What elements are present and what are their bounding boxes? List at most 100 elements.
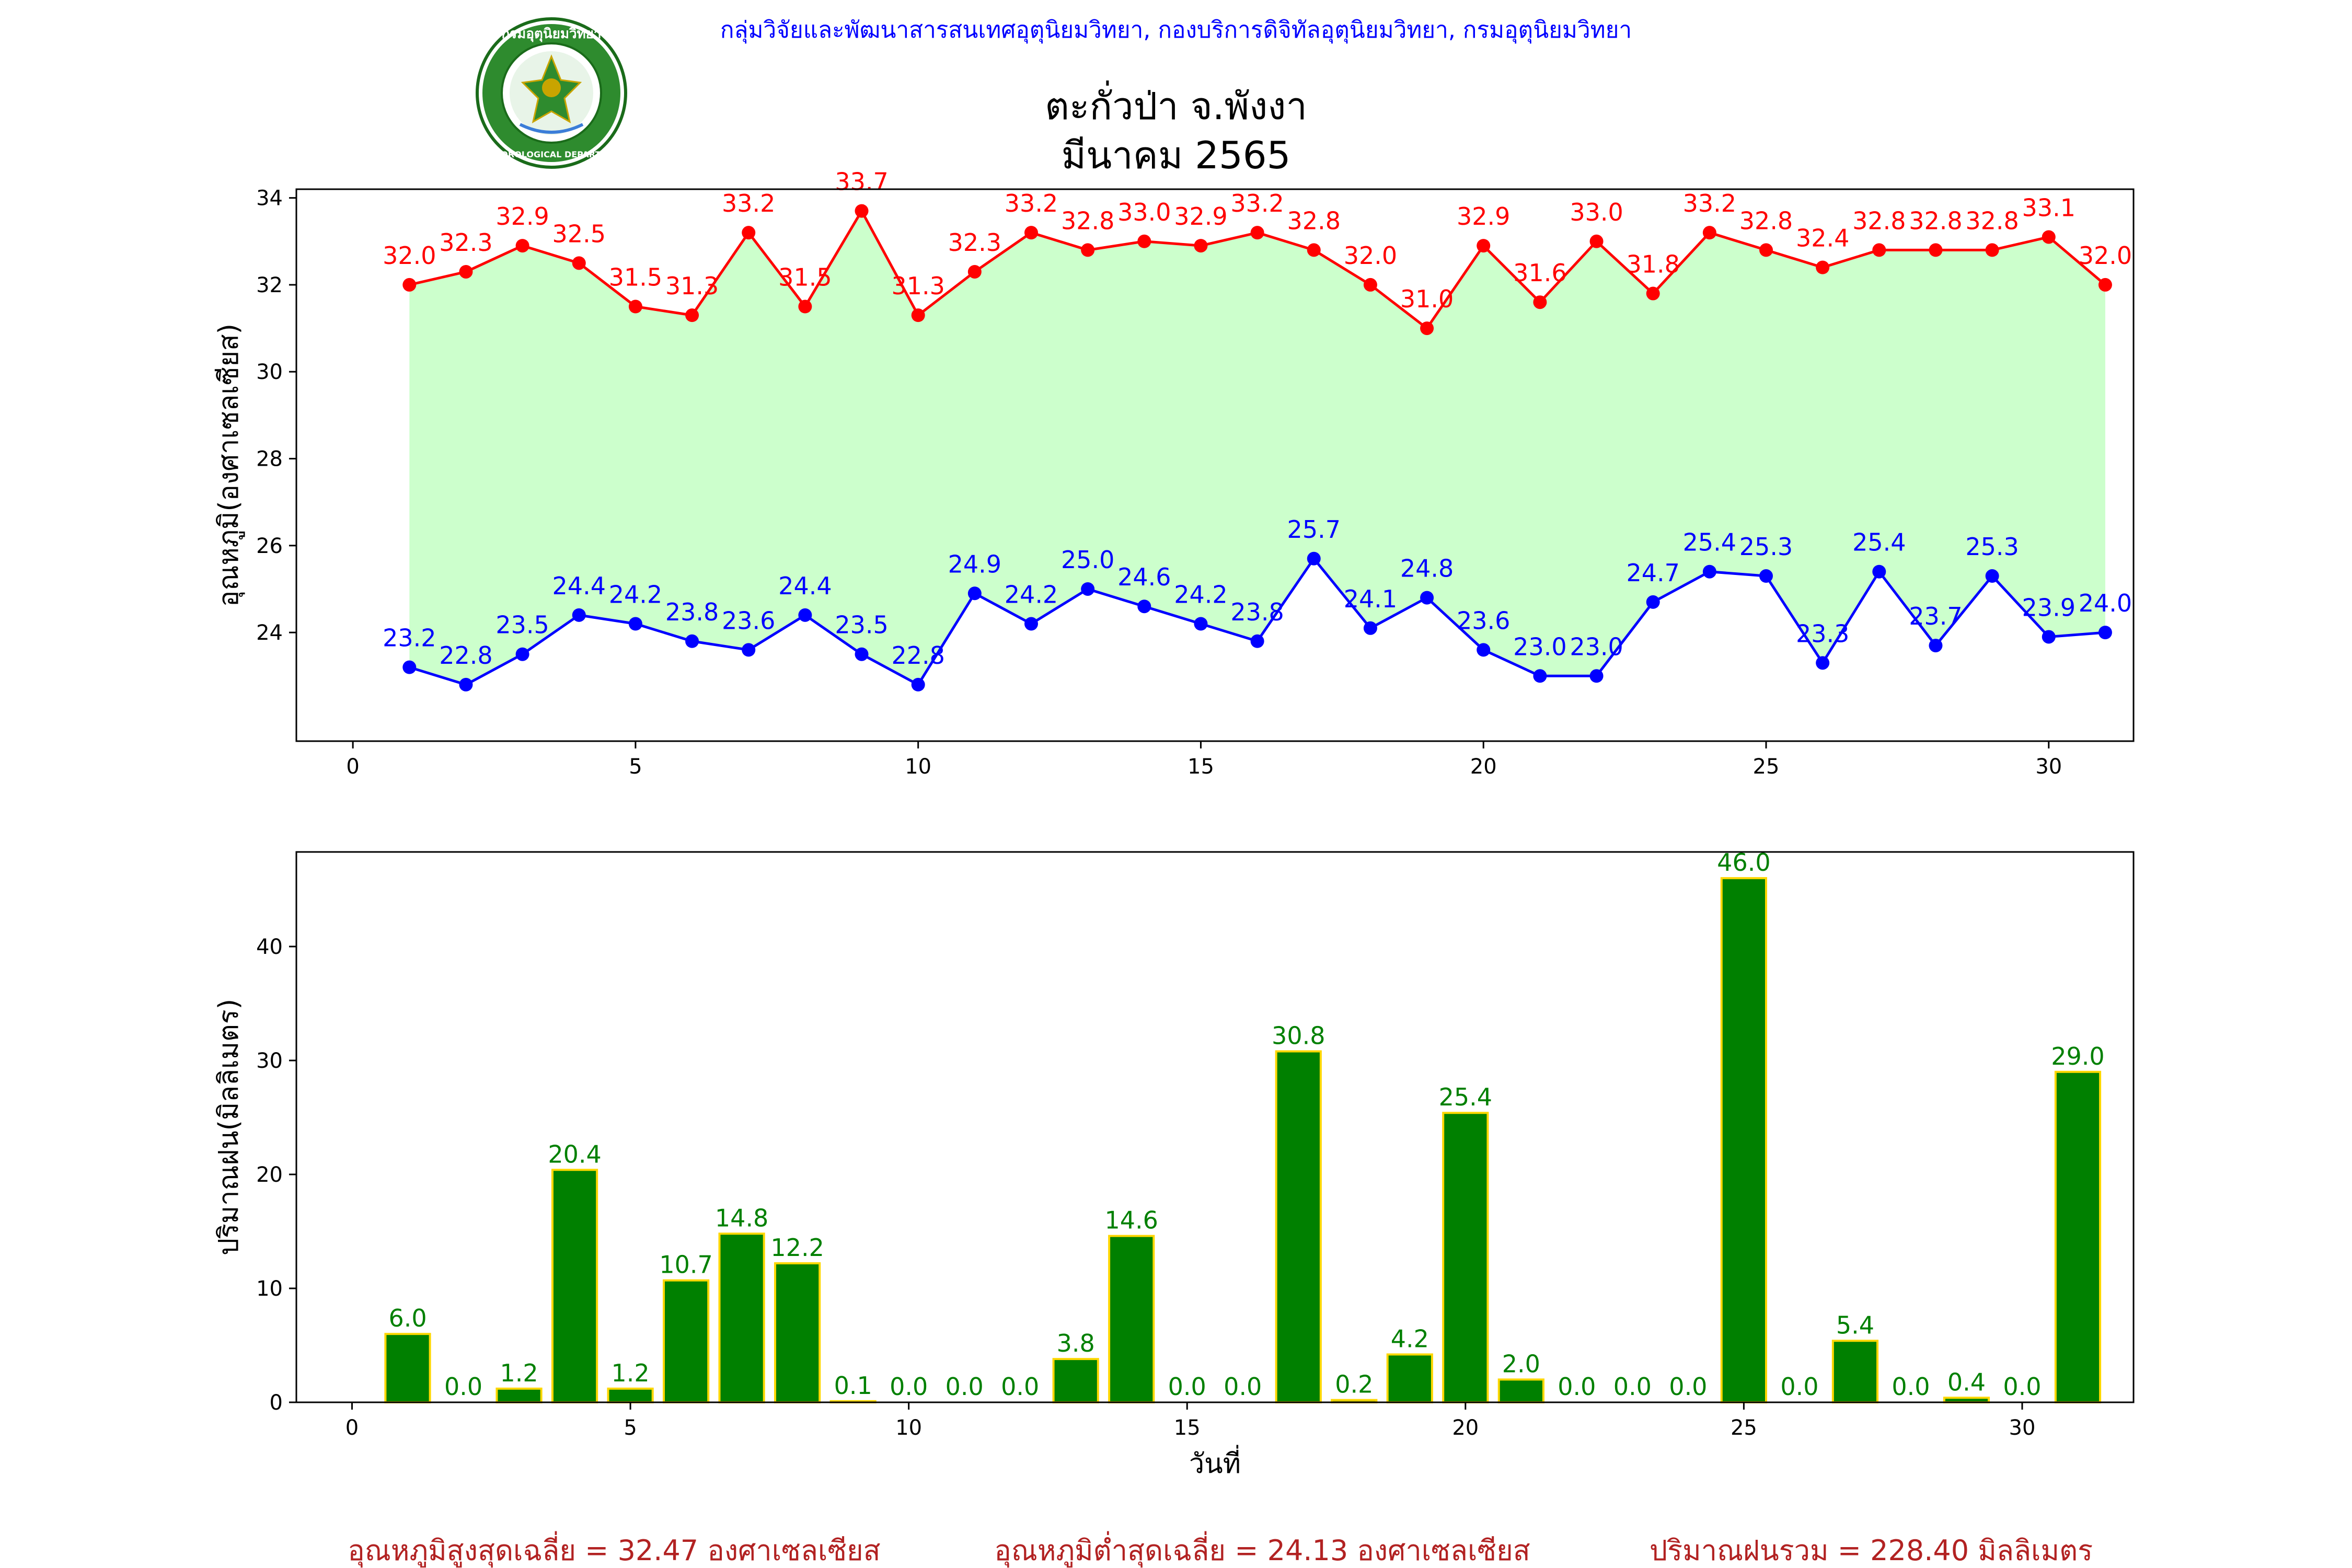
max-temp-point (1363, 278, 1377, 292)
min-temp-point (1702, 564, 1716, 579)
rain-bar (1497, 1378, 1544, 1403)
min-temp-point (967, 586, 982, 601)
temp-y-tick-label: 26 (256, 534, 283, 558)
temperature-y-axis-label: อุณหภูมิ(องศาเซลเซียส) (213, 324, 245, 607)
max-temp-point (1702, 226, 1716, 240)
max-temp-label: 33.1 (2022, 193, 2076, 222)
min-temp-point (1533, 669, 1547, 683)
max-temp-label: 33.2 (1683, 189, 1736, 217)
max-temp-label: 33.7 (835, 168, 888, 196)
rain-value-label: 0.2 (1335, 1370, 1373, 1399)
rain-value-label: 14.6 (1105, 1206, 1158, 1235)
max-temp-label: 33.2 (722, 189, 775, 217)
footer-avg-max: อุณหภูมิสูงสุดเฉลี่ย = 32.47 องศาเซลเซีย… (348, 1531, 880, 1568)
rain-value-label: 0.0 (1892, 1373, 1930, 1401)
min-temp-point (1194, 617, 1208, 631)
max-temp-point (1929, 243, 1943, 257)
max-temp-label: 33.0 (1570, 198, 1623, 226)
min-temp-label: 23.9 (2022, 593, 2076, 621)
max-temp-point (1420, 321, 1434, 336)
max-temp-label: 32.8 (1965, 206, 2019, 235)
max-temp-label: 32.8 (1739, 206, 1793, 235)
rain-bar (663, 1279, 710, 1404)
min-temp-point (1759, 569, 1773, 583)
min-temp-label: 22.8 (891, 641, 944, 670)
max-temp-point (1194, 239, 1208, 253)
min-temp-point (515, 647, 529, 661)
rainfall-chart: 6.0 0.0 1.2 20.4 1.2 10.714.812.2 0.1 0.0 0.0 0.0… (213, 848, 2135, 1480)
min-temp-point (1985, 569, 1999, 583)
min-temp-label: 25.3 (1739, 533, 1793, 561)
max-temp-point (2042, 230, 2056, 244)
max-temp-point (402, 278, 417, 292)
rain-bar (774, 1262, 821, 1404)
rain-bar (1108, 1235, 1155, 1404)
min-temp-point (685, 634, 699, 648)
rain-y-tick-label: 0 (270, 1391, 283, 1415)
max-temp-point (742, 226, 756, 240)
rain-x-tick-label: 15 (1174, 1416, 1201, 1440)
rain-value-label: 0.0 (1558, 1373, 1596, 1401)
max-temp-label: 31.3 (891, 272, 944, 300)
min-temp-point (1024, 617, 1038, 631)
min-temp-point (1589, 669, 1604, 683)
max-temp-point (1872, 243, 1886, 257)
min-temp-label: 24.2 (1005, 580, 1058, 608)
max-temp-label: 31.3 (665, 272, 719, 300)
temp-y-tick-label: 30 (256, 360, 283, 384)
max-temp-label: 32.5 (552, 220, 606, 248)
max-temp-point (798, 299, 812, 314)
min-temp-point (1137, 599, 1151, 614)
rain-value-label: 3.8 (1057, 1329, 1095, 1357)
temp-y-tick-label: 34 (256, 187, 283, 211)
min-temp-point (1646, 595, 1660, 609)
min-temp-label: 24.7 (1626, 559, 1679, 587)
rainfall-x-axis-label: วันที่ (1189, 1445, 1241, 1480)
max-temp-label: 32.0 (1344, 241, 1397, 270)
rain-bar (384, 1333, 431, 1404)
max-temp-label: 32.9 (495, 202, 549, 230)
max-temp-point (1307, 243, 1321, 257)
max-temp-point (628, 299, 642, 314)
min-temp-point (798, 608, 812, 622)
min-temp-label: 25.0 (1061, 546, 1114, 574)
rain-value-label: 0.1 (834, 1371, 872, 1400)
max-temp-label: 31.8 (1626, 250, 1679, 279)
logo-top-text: กรมอุตุนิยมวิทยา (501, 26, 601, 42)
max-temp-point (685, 308, 699, 322)
rain-value-label: 20.4 (548, 1140, 601, 1168)
min-temp-label: 24.2 (609, 580, 662, 608)
max-temp-label: 32.3 (439, 228, 492, 257)
rain-y-tick-label: 40 (256, 935, 283, 959)
min-temp-label: 24.0 (2079, 589, 2132, 617)
temp-x-tick-label: 15 (1187, 755, 1214, 779)
min-temp-label: 24.8 (1400, 555, 1454, 583)
min-temp-label: 24.4 (778, 572, 832, 600)
rain-bar (1831, 1340, 1879, 1403)
rain-value-label: 0.0 (1168, 1373, 1206, 1401)
min-temp-label: 23.6 (1457, 606, 1510, 635)
rain-value-label: 0.0 (890, 1373, 928, 1401)
rain-value-label: 0.0 (1669, 1373, 1707, 1401)
rain-value-label: 0.0 (444, 1373, 482, 1401)
rain-value-label: 46.0 (1717, 848, 1770, 877)
max-temp-point (1477, 239, 1491, 253)
rain-x-tick-label: 10 (895, 1416, 922, 1440)
max-temp-point (855, 204, 869, 218)
min-temp-point (1420, 591, 1434, 605)
min-temp-label: 25.4 (1683, 528, 1736, 557)
rain-bar (1442, 1112, 1489, 1404)
min-temp-point (402, 660, 417, 674)
rain-x-tick-label: 20 (1452, 1416, 1479, 1440)
min-temp-point (572, 608, 586, 622)
max-temp-label: 32.3 (948, 228, 1001, 257)
rain-value-label: 30.8 (1272, 1022, 1325, 1050)
min-temp-label: 23.6 (722, 606, 775, 635)
min-temp-point (2042, 630, 2056, 644)
min-temp-point (459, 677, 473, 691)
max-temp-point (1759, 243, 1773, 257)
min-temp-point (1816, 656, 1830, 670)
rain-value-label: 0.0 (1224, 1373, 1262, 1401)
temperature-chart: 32.0 32.332.932.531.5 31.333.231.533.731.3… (213, 168, 2135, 779)
min-temp-label: 24.4 (552, 572, 606, 600)
